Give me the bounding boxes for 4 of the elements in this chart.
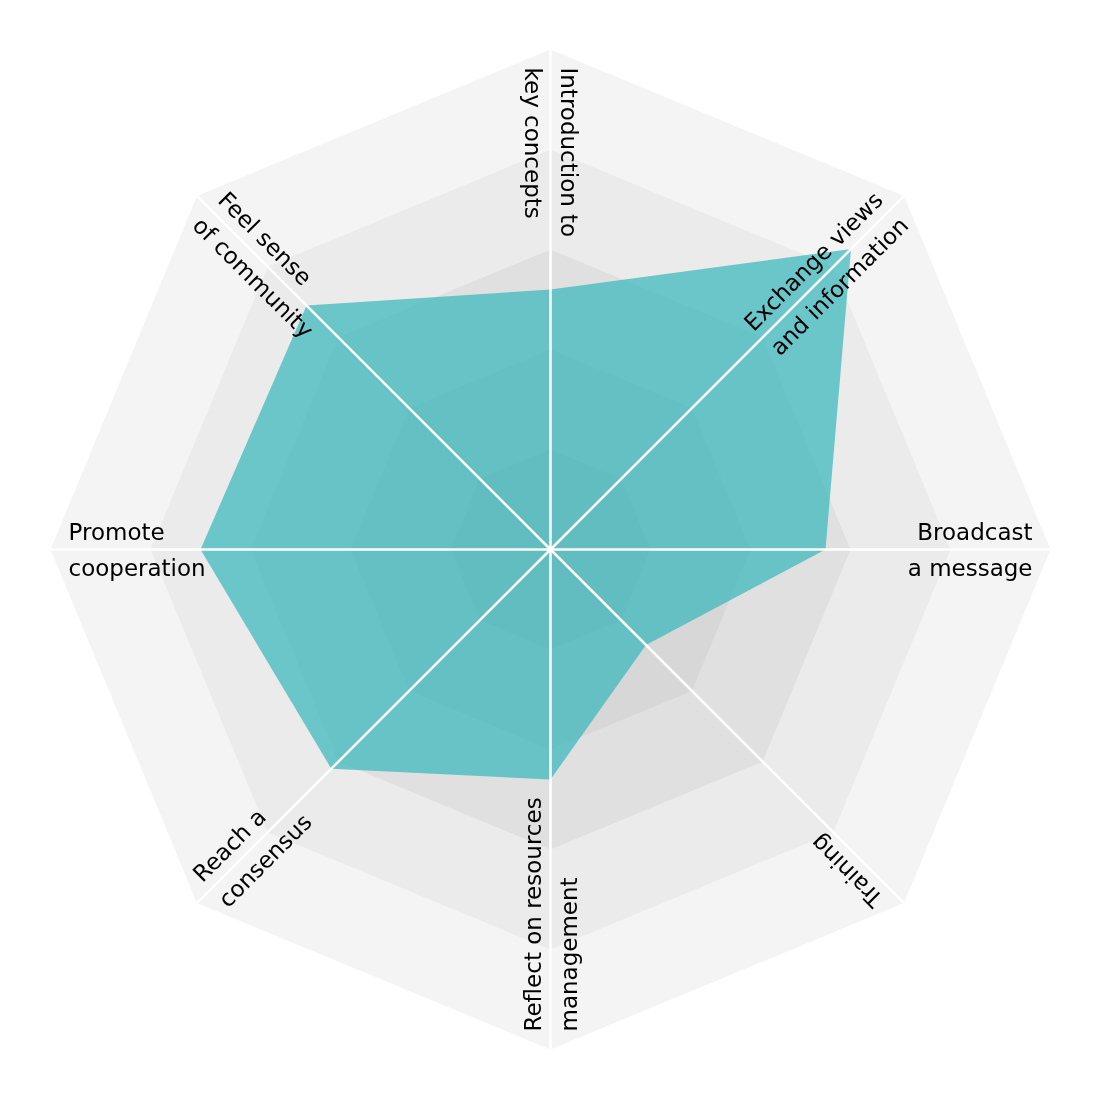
spoke-label: Broadcast a message — [907, 518, 1033, 581]
spoke-label: Introduction to key concepts — [519, 67, 582, 238]
spoke-label: Reflect on resources management — [519, 797, 582, 1032]
spoke-label: Promote cooperation — [68, 518, 206, 581]
